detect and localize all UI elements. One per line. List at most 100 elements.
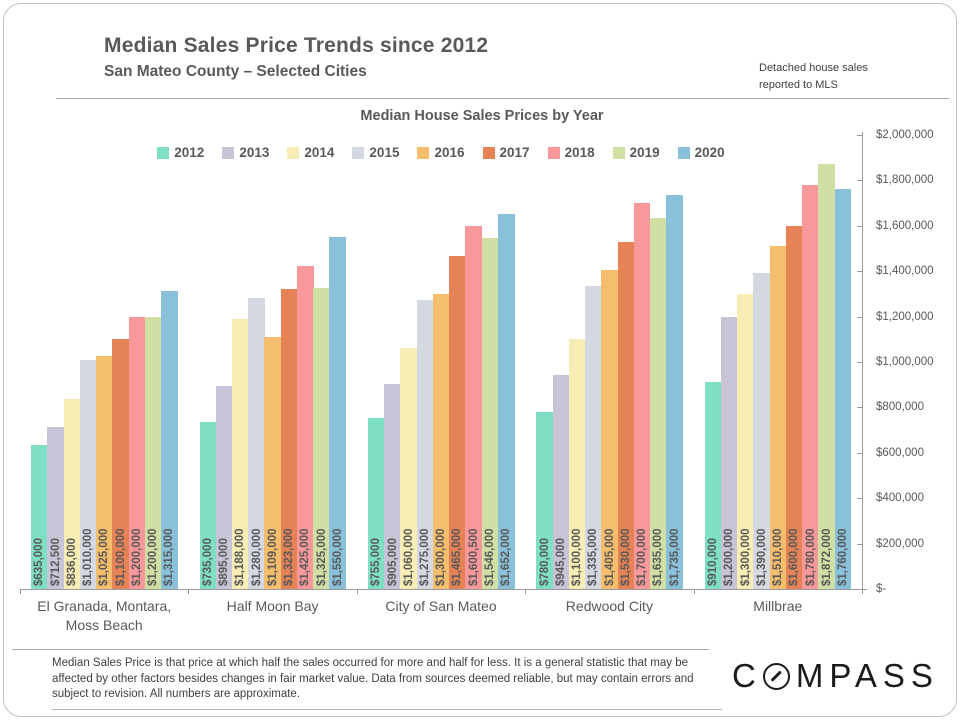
bar-value-label: $1,300,000 [739,528,752,586]
legend-swatch-icon [677,146,690,159]
y-axis-tick [857,407,862,409]
y-axis-label: $600,000 [876,446,924,459]
y-axis-tick [857,271,862,273]
bar-2020-cat5: $1,760,000 [834,189,852,589]
category-axis-tick [862,589,863,594]
bar-2018-cat2: $1,425,000 [296,265,314,589]
bar-value-label: $945,000 [554,538,567,586]
bar-value-label: $1,465,000 [451,528,464,586]
bar-2015-cat5: $1,390,000 [753,273,771,589]
legend-swatch-icon [287,146,300,159]
bar-value-label: $1,325,000 [315,528,328,586]
legend-item-2013: 2013 [222,145,269,160]
legend-label: 2018 [564,145,595,160]
bar-value-label: $1,100,000 [571,528,584,586]
y-axis-line [862,132,863,590]
bar-2017-cat2: $1,323,000 [280,288,298,589]
header-divider [56,98,949,99]
chart-title: Median House Sales Prices by Year [360,108,604,124]
bar-value-label: $1,652,000 [500,528,513,586]
legend-label: 2012 [174,145,205,160]
category-label: Millbrae [753,598,803,614]
bar-value-label: $735,000 [201,538,214,586]
bar-2018-cat3: $1,600,500 [465,225,483,589]
bar-2013-cat3: $905,000 [384,383,401,589]
y-axis-tick [857,225,862,227]
bar-2012-cat2: $735,000 [199,422,217,589]
bar-value-label: $910,000 [707,538,720,586]
bar-2012-cat5: $910,000 [704,382,722,589]
legend-swatch-icon [352,146,365,159]
legend-item-2018: 2018 [547,145,595,160]
bar-2012-cat3: $755,000 [367,417,385,589]
bar-value-label: $780,000 [538,538,551,586]
bar-2012-cat1: $635,000 [31,444,48,589]
legend-item-2012: 2012 [157,145,204,160]
y-axis-label: $1,800,000 [876,174,934,187]
bar-value-label: $1,390,000 [755,528,768,586]
bar-value-label: $1,425,000 [299,528,312,586]
bar-value-label: $1,280,000 [250,528,263,586]
bar-value-label: $1,200,000 [130,528,143,586]
bar-2017-cat1: $1,100,000 [112,339,130,589]
page-subtitle: San Mateo County – Selected Cities [104,63,367,80]
bar-2014-cat3: $1,060,000 [400,348,418,589]
bar-2014-cat4: $1,100,000 [568,339,586,589]
bar-value-label: $1,510,000 [772,528,785,586]
legend-label: 2019 [629,145,660,160]
bar-2014-cat1: $836,000 [63,399,81,589]
bar-2020-cat1: $1,315,000 [161,290,178,589]
legend-swatch-icon [222,146,235,159]
legend-swatch-icon [612,146,625,159]
bar-value-label: $1,600,500 [467,528,480,586]
bar-value-label: $836,000 [65,538,78,586]
bar-value-label: $635,000 [33,538,46,586]
legend-swatch-icon [157,146,170,159]
bar-value-label: $1,872,000 [820,528,833,586]
category-axis-tick [693,589,695,594]
bar-2019-cat3: $1,546,000 [481,238,499,589]
category-label: Redwood City [565,598,653,614]
y-axis-label: $200,000 [876,537,924,550]
category-label: Half Moon Bay [226,598,319,614]
y-axis-tick [857,543,862,545]
category-axis-tick [20,589,21,594]
chart-legend: 2012 2013 2014 2015 2016 2017 2018 2019 2020 [20,145,862,160]
compass-logo-c: C [732,657,762,694]
top-right-note-line1: Detached house sales [759,62,868,74]
x-axis-line [20,589,867,590]
category-axis-tick [525,589,527,594]
bar-2019-cat5: $1,872,000 [818,164,836,589]
compass-logo: C MPASS [732,657,939,695]
category-label: El Granada, Montara, Moss Beach [37,598,172,633]
legend-swatch-icon [417,146,430,159]
legend-item-2014: 2014 [287,145,334,160]
y-axis-label: $1,400,000 [876,265,934,278]
y-axis-tick [857,135,862,136]
bar-2020-cat3: $1,652,000 [497,214,515,589]
legend-label: 2017 [499,145,530,160]
bar-value-label: $1,200,000 [723,528,736,586]
bar-value-label: $1,323,000 [283,528,296,586]
bar-2018-cat5: $1,780,000 [802,184,819,589]
bar-2015-cat4: $1,335,000 [585,285,602,589]
y-axis-label: $400,000 [876,492,924,505]
y-axis-tick [857,589,862,590]
bar-2012-cat4: $780,000 [536,411,554,589]
bar-value-label: $905,000 [386,538,399,586]
legend-swatch-icon [547,146,560,159]
legend-item-2017: 2017 [482,145,530,160]
bar-2016-cat2: $1,109,000 [264,337,282,589]
page-title: Median Sales Price Trends since 2012 [104,34,489,57]
bar-2020-cat4: $1,735,000 [666,195,683,589]
bar-value-label: $1,100,000 [114,528,127,586]
legend-label: 2020 [694,145,725,160]
y-axis-label: $1,000,000 [876,356,934,368]
bar-value-label: $1,700,000 [636,528,649,586]
bar-value-label: $1,300,000 [435,528,448,586]
bar-value-label: $1,010,000 [82,528,95,586]
legend-swatch-icon [482,146,495,159]
bar-value-label: $1,546,000 [483,528,496,586]
bar-value-label: $1,200,000 [147,528,160,586]
bar-2019-cat4: $1,635,000 [650,217,667,589]
